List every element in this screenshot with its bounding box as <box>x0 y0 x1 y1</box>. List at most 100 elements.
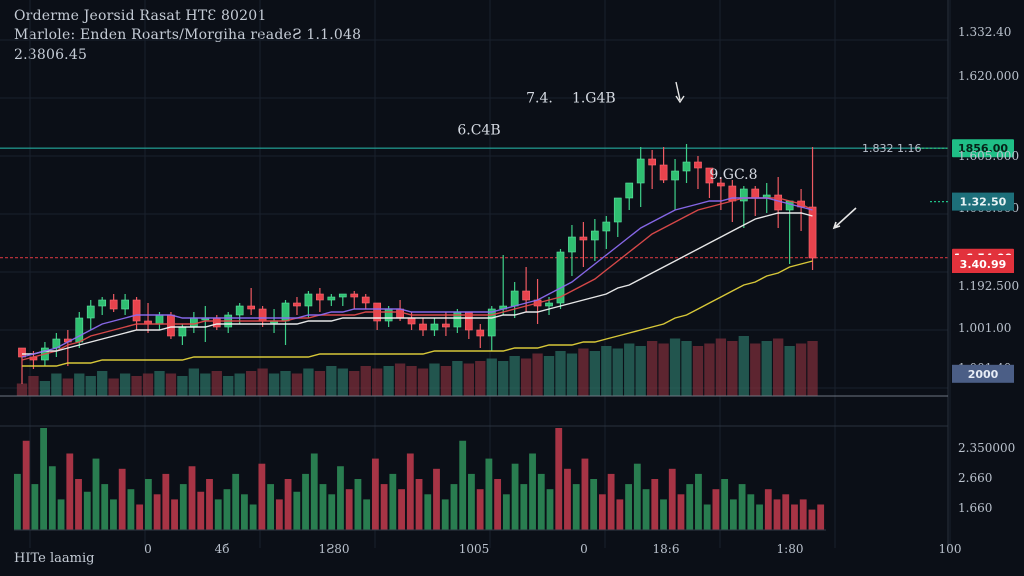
candle-body <box>384 308 393 322</box>
price-tags-layer: 1.32.50 3.40.99 2000 <box>930 192 1014 383</box>
candle-body <box>602 221 611 232</box>
y-axis-tick-label: 1.620.000 <box>958 69 1019 83</box>
volume-bar <box>703 504 711 530</box>
level-note: 1.832 1.16 <box>862 142 921 155</box>
x-axis-tick-label: 100 <box>939 542 962 556</box>
volume-bar <box>162 473 170 530</box>
moving-average-purple <box>21 197 813 358</box>
overlay-volume-bar <box>268 373 280 396</box>
overlay-volume-bar <box>74 373 85 396</box>
volume-bar <box>48 466 56 530</box>
overlay-volume-bar <box>761 341 772 396</box>
candle-body <box>293 302 301 307</box>
candle-body <box>636 158 645 184</box>
overlay-volume-bar <box>280 371 291 396</box>
price-tag-label: 3.40.99 <box>960 258 1007 271</box>
volume-bar <box>302 473 309 530</box>
overlay-volume-bar <box>119 373 131 396</box>
volume-bar <box>581 458 589 530</box>
volume-bar <box>642 489 650 530</box>
volume-bar <box>101 484 109 530</box>
volume-bar <box>415 479 423 530</box>
overlay-volume-bar <box>245 371 257 396</box>
candle-body <box>442 323 450 328</box>
volume-bar <box>598 494 606 530</box>
level-tag-label: 1856.00 <box>958 142 1008 155</box>
overlay-volume-bar <box>807 341 818 396</box>
volume-bar <box>153 494 161 530</box>
overlay-volume-bar <box>566 353 578 396</box>
volume-bar <box>328 494 336 530</box>
volume-bar <box>572 484 580 530</box>
overlay-volume-bar <box>715 338 727 396</box>
y-axis-tick-label: 1.001.00 <box>958 321 1011 335</box>
overlay-volume-bar <box>28 376 39 396</box>
overlay-volume-bar <box>291 373 303 396</box>
candle-body <box>419 323 427 331</box>
volume-bars-layer <box>14 428 826 531</box>
volume-bar <box>677 494 685 530</box>
volume-bar <box>668 468 676 530</box>
candle-body <box>774 194 783 211</box>
overlay-volume-bar <box>440 366 452 396</box>
overlay-volume-bar <box>624 343 635 396</box>
volume-bar <box>721 479 729 530</box>
chart-header-title: Orderme Jeorsid Rasat HTƐ 80201 <box>14 8 267 24</box>
volume-bar <box>564 468 571 530</box>
volume-bar <box>363 499 371 530</box>
volume-bar <box>31 484 39 530</box>
volume-bar <box>791 504 798 530</box>
overlay-volume-bar <box>314 371 326 396</box>
overlay-volume-bar <box>108 378 119 396</box>
overlay-volume-bar <box>303 368 314 396</box>
overlay-volume-bar <box>360 366 371 396</box>
overlay-volume-bar <box>498 361 509 396</box>
candles-layer <box>18 144 817 384</box>
volume-bar <box>92 458 100 530</box>
arrow-icon <box>832 207 857 230</box>
volume-bar <box>310 453 318 530</box>
candle-body <box>430 323 439 331</box>
volume-bar <box>179 484 187 530</box>
chart-annotation: 1.G4B <box>572 91 616 107</box>
chart-annotation: 7.4. <box>526 91 553 107</box>
overlay-volume-bar <box>612 348 623 396</box>
volume-bar <box>695 473 702 530</box>
axis-layer: 1.332.401.620.0001.605.0001.000.0001.192… <box>0 0 1019 556</box>
overlay-volume-bar <box>784 346 795 396</box>
x-axis-tick-label: 1:80 <box>777 542 804 556</box>
x-axis-tick-label: 18:6 <box>653 542 680 556</box>
overlay-volume-bar <box>51 373 62 396</box>
level-tag-box <box>952 139 1014 158</box>
x-axis-tick-label: 4б <box>215 542 230 556</box>
overlay-volume-bar <box>692 346 704 396</box>
volume-bar <box>398 489 405 530</box>
x-axis-tick-label: 1Ƨ80 <box>318 542 349 556</box>
volume-bar <box>206 479 213 530</box>
overlay-volume-bar <box>142 373 154 396</box>
candle-body <box>648 158 656 166</box>
price-tag-label: 1.32.50 <box>960 196 1007 209</box>
overlay-volume-bar <box>85 376 96 396</box>
candle-body <box>338 293 347 298</box>
candle-body <box>717 182 725 187</box>
volume-bar <box>607 473 615 530</box>
overlay-volume-bar <box>131 376 142 396</box>
overlay-volume-bar <box>486 358 497 396</box>
volume-bar <box>782 494 790 530</box>
candle-body <box>613 197 622 223</box>
candle-body <box>453 311 462 328</box>
candle-body <box>304 293 313 307</box>
volume-overlay-layer <box>16 336 818 396</box>
volume-bar <box>625 484 632 530</box>
volume-bar <box>424 494 432 530</box>
volume-bar <box>756 504 763 530</box>
volume-bar <box>171 499 178 530</box>
overlay-volume-bar <box>62 378 73 396</box>
price-tag-box <box>952 364 1014 383</box>
overlay-volume-bar <box>406 366 417 396</box>
candle-body <box>98 299 107 307</box>
